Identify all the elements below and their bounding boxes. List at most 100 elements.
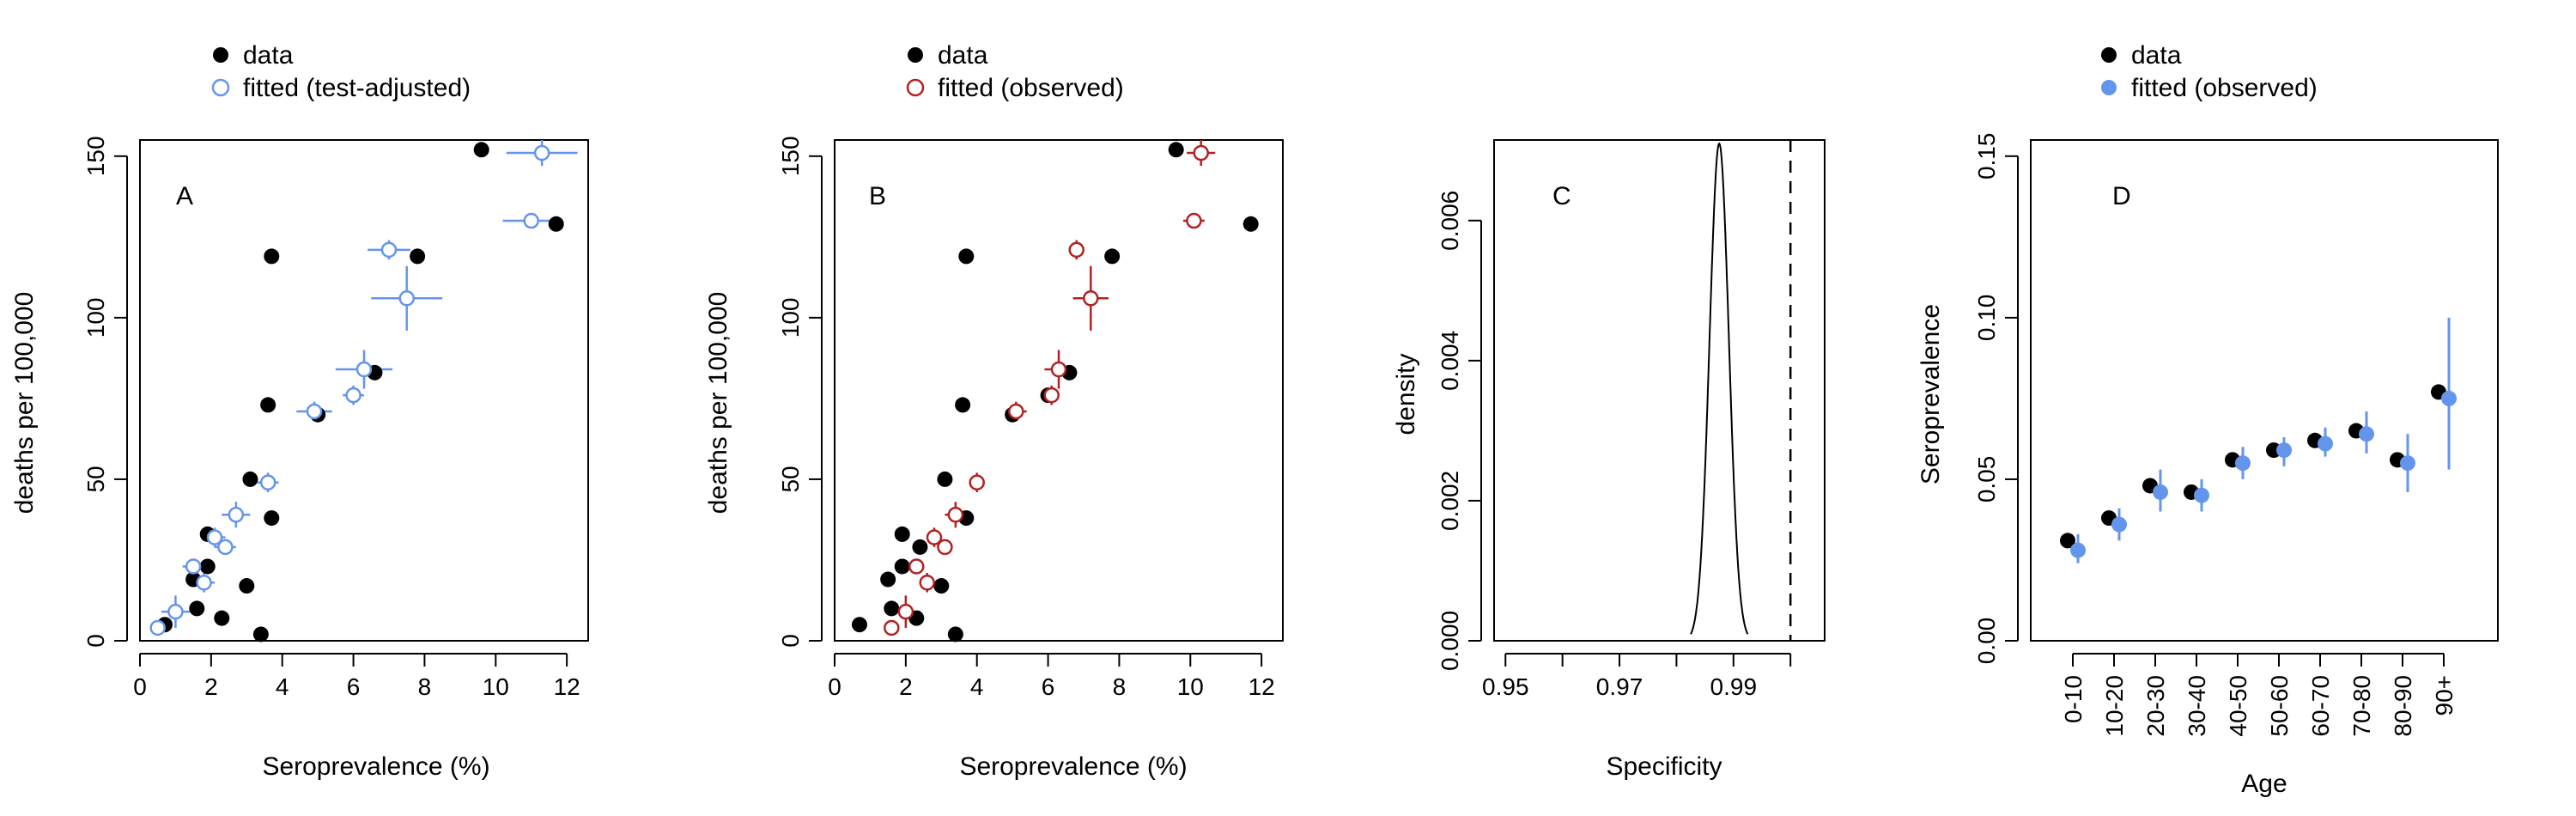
panel-c: C 0.95 0.97 0.99 0.000 0.002 0.004 0.006 Spec…	[1392, 139, 1826, 781]
x-tick-label-d: 30-40	[2184, 675, 2210, 737]
y-axis-d: 0.00 0.05 0.10 0.15	[1973, 133, 2019, 665]
x-tick-label-a: 8	[418, 673, 432, 700]
legend-b-data-label: data	[938, 41, 988, 70]
data-point-b	[955, 397, 971, 413]
fitted-point-a	[206, 529, 223, 545]
data-point-a	[473, 142, 489, 158]
y-tick-label-a: 100	[82, 298, 109, 338]
y-tick-label-b: 50	[777, 466, 804, 492]
data-point-b	[894, 526, 910, 542]
x-axis-d: 0-10 10-20 20-30 30-40 40-50 50-60 60-70 70-80 8…	[2060, 653, 2458, 737]
y-tick-label-b: 0	[777, 634, 804, 648]
fitted-point-a	[523, 212, 539, 229]
legend-b-fitted-marker	[906, 78, 925, 97]
panel-d: data fitted (observed) D 0-10 10-20 20-30 3…	[1917, 41, 2499, 798]
marks-b	[852, 140, 1259, 642]
data-point-b	[912, 539, 928, 555]
fitted-point-d	[2194, 487, 2209, 503]
legend-b-fitted-label: fitted (observed)	[938, 74, 1124, 102]
fitted-point-d	[2318, 435, 2333, 452]
panel-a: data fitted (test-adjusted) A 0 2 4 6 8 10 12 …	[10, 41, 589, 781]
x-tick-label-b: 8	[1113, 673, 1127, 700]
data-point-a	[252, 626, 269, 642]
fitted-point-a	[196, 575, 212, 591]
legend-d-fitted-marker	[2101, 80, 2117, 95]
fitted-point-b	[937, 539, 953, 556]
fitted-point-b	[926, 529, 943, 545]
panel-label-a: A	[176, 182, 193, 210]
legend-d-data-label: data	[2131, 41, 2182, 70]
fitted-point-d	[2070, 542, 2086, 558]
x-tick-label-d: 20-30	[2142, 675, 2169, 737]
x-tick-label-b: 6	[1042, 673, 1055, 700]
fitted-point-a	[355, 361, 373, 378]
fitted-point-d	[2111, 516, 2127, 533]
y-axis-c: 0.000 0.002 0.004 0.006	[1437, 191, 1482, 671]
data-point-d	[2060, 533, 2075, 549]
y-tick-label-d: 0.15	[1973, 133, 2000, 180]
legend-a-fitted-marker	[211, 78, 230, 97]
density-curve	[1690, 142, 1749, 635]
data-point-b	[933, 578, 950, 594]
data-point-a	[239, 578, 255, 594]
x-tick-label-d: 0-10	[2060, 675, 2087, 723]
y-tick-label-a: 0	[82, 634, 109, 648]
x-tick-label-d: 50-60	[2266, 675, 2293, 737]
y-axis-label-c: density	[1392, 353, 1420, 435]
fitted-point-b	[947, 507, 964, 523]
y-tick-label-c: 0.004	[1437, 331, 1463, 391]
fitted-point-d	[2153, 484, 2168, 500]
y-axis-a: 0 50 100 150	[82, 136, 128, 648]
y-tick-label-d: 0.00	[1973, 618, 2000, 665]
x-axis-label-b: Seroprevalence (%)	[959, 752, 1187, 781]
legend-d-fitted-label: fitted (observed)	[2131, 74, 2318, 102]
data-point-a	[260, 397, 276, 413]
data-point-a	[189, 600, 205, 617]
fitted-point-a	[345, 387, 361, 404]
fitted-point-d	[2276, 442, 2292, 459]
x-tick-label-d: 80-90	[2390, 675, 2416, 737]
data-point-b	[947, 626, 963, 642]
data-point-b	[894, 558, 910, 575]
fitted-point-b	[908, 558, 925, 575]
y-tick-label-c: 0.002	[1437, 471, 1463, 531]
data-point-a	[242, 471, 258, 487]
panel-label-c: C	[1552, 182, 1571, 210]
fitted-point-b	[1083, 290, 1099, 307]
x-tick-label-d: 90+	[2431, 675, 2458, 716]
x-tick-label-b: 4	[970, 673, 984, 700]
data-point-a	[264, 510, 280, 527]
y-tick-label-d: 0.10	[1973, 295, 2000, 342]
data-point-a	[548, 216, 564, 232]
x-tick-label-b: 10	[1177, 673, 1204, 700]
plot-frame-d	[2030, 139, 2499, 642]
y-tick-label-b: 150	[777, 136, 804, 176]
x-axis-label-a: Seroprevalence (%)	[262, 752, 489, 781]
fitted-point-a	[306, 403, 323, 420]
x-tick-label-d: 10-20	[2101, 675, 2128, 737]
plot-frame-c	[1493, 139, 1826, 642]
data-point-a	[264, 248, 280, 265]
y-tick-label-c: 0.000	[1437, 611, 1463, 671]
x-tick-label-a: 0	[133, 673, 147, 700]
x-tick-label-a: 12	[554, 673, 580, 700]
x-tick-label-b: 2	[899, 673, 913, 700]
x-tick-label-a: 10	[483, 673, 509, 700]
data-point-b	[1168, 142, 1184, 158]
legend-b: data fitted (observed)	[906, 41, 1124, 102]
marks-c	[1690, 140, 1792, 641]
data-point-b	[937, 471, 953, 487]
fitted-point-a	[167, 603, 184, 620]
data-point-b	[880, 571, 896, 588]
marks-a	[149, 140, 578, 642]
y-tick-label-c: 0.006	[1437, 191, 1463, 251]
data-point-b	[884, 600, 900, 617]
legend-d: data fitted (observed)	[2101, 41, 2318, 102]
fitted-point-b	[884, 619, 900, 636]
x-axis-b: 0 2 4 6 8 10 12	[828, 653, 1275, 700]
fitted-point-a	[380, 241, 398, 259]
legend-b-data-marker	[908, 47, 923, 63]
fitted-point-a	[259, 474, 276, 490]
legend-d-data-marker	[2101, 47, 2117, 63]
